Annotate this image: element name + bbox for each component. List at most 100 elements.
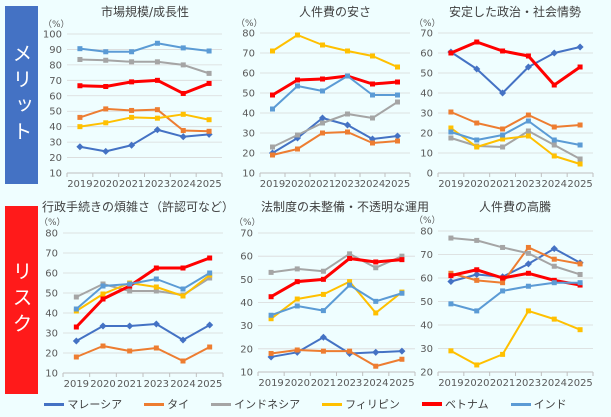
data-point-vietnam — [294, 279, 300, 285]
x-tick-label: 2025 — [567, 378, 592, 389]
chart-title: 人件費の安さ — [299, 4, 371, 19]
x-tick-label: 2020 — [464, 378, 489, 389]
series-line-malaysia — [75, 323, 211, 342]
y-tick-label: 10 — [45, 369, 58, 380]
x-tick-label: 2019 — [260, 179, 285, 190]
y-tick-label: 70 — [45, 249, 58, 260]
legend-swatch — [510, 402, 531, 406]
data-point-vietnam — [500, 275, 506, 281]
data-point-thailand — [153, 345, 159, 351]
y-tick-label: 60 — [240, 252, 253, 263]
legend-label: マレーシア — [67, 398, 123, 411]
data-point-vietnam — [448, 50, 454, 56]
data-point-philippines — [474, 362, 480, 368]
data-point-malaysia — [76, 143, 84, 151]
y-axis-unit: （%） — [414, 18, 441, 29]
x-tick-label: 2019 — [438, 378, 463, 389]
y-axis-unit: （%） — [414, 215, 441, 226]
y-tick-label: 10 — [242, 169, 255, 180]
series-line-philippines — [75, 274, 211, 312]
data-point-philippines — [448, 125, 454, 131]
data-point-vietnam — [320, 276, 326, 282]
data-point-india — [551, 280, 557, 286]
risk-label: リスク — [5, 206, 38, 394]
data-point-indonesia — [320, 268, 326, 274]
series-line-india — [270, 284, 403, 317]
x-tick-label: 2021 — [310, 179, 335, 190]
data-point-indonesia — [448, 135, 454, 141]
data-point-malaysia — [153, 126, 161, 134]
data-point-india — [500, 288, 506, 294]
x-tick-label: 2023 — [335, 179, 360, 190]
y-tick-label: 80 — [45, 229, 58, 240]
data-point-india — [206, 48, 212, 54]
data-point-thailand — [180, 128, 186, 134]
data-point-vietnam — [525, 53, 531, 59]
y-tick-label: 50 — [45, 289, 58, 300]
data-point-thailand — [295, 146, 300, 152]
series-line-indonesia — [450, 237, 581, 276]
data-point-india — [345, 73, 350, 79]
y-tick-label: 60 — [420, 49, 433, 60]
y-tick-label: 30 — [420, 344, 433, 355]
y-tick-label: 40 — [242, 109, 255, 120]
data-point-philippines — [206, 117, 212, 123]
legend-swatch — [211, 402, 232, 406]
series-line-indonesia — [450, 130, 581, 160]
y-tick-label: 100 — [43, 30, 62, 41]
y-tick-label: 80 — [242, 29, 255, 40]
data-point-malaysia — [576, 43, 584, 51]
series-line-philippines — [450, 309, 581, 366]
data-point-indonesia — [207, 275, 213, 281]
series-line-philippines — [270, 280, 403, 320]
data-point-malaysia — [447, 277, 455, 286]
y-tick-label: 20 — [420, 368, 433, 379]
series-line-philippines — [450, 127, 581, 165]
data-point-philippines — [320, 291, 326, 297]
legend-item-indonesia: インドネシア — [211, 396, 300, 412]
legend-label: フィリピン — [345, 398, 400, 411]
series-line-vietnam — [270, 256, 403, 299]
x-tick-label: 2019 — [258, 378, 283, 389]
data-point-indonesia — [153, 288, 159, 294]
data-point-vietnam — [154, 77, 160, 83]
data-point-thailand — [577, 261, 583, 267]
data-point-vietnam — [207, 255, 213, 261]
series-line-philippines — [79, 113, 210, 128]
data-point-india — [268, 312, 274, 318]
x-tick-label: 2021 — [311, 378, 336, 389]
data-point-philippines — [577, 327, 583, 333]
series-line-indonesia — [79, 58, 210, 75]
y-tick-label: 30 — [242, 129, 255, 140]
data-point-india — [294, 303, 300, 309]
data-point-malaysia — [72, 337, 80, 345]
y-tick-label: 30 — [420, 109, 433, 120]
y-tick-label: 70 — [420, 29, 433, 40]
data-point-vietnam — [153, 265, 159, 271]
data-point-thailand — [73, 354, 79, 360]
legend-item-malaysia: マレーシア — [44, 396, 122, 412]
data-point-india — [320, 308, 326, 314]
data-point-india — [77, 46, 83, 52]
data-point-india — [153, 276, 159, 282]
series-line-philippines — [271, 34, 398, 68]
data-point-vietnam — [206, 80, 212, 86]
series-line-thailand — [75, 345, 211, 362]
data-point-indonesia — [320, 120, 325, 126]
chart-title: 行政手続きの煩雑さ（許認可など） — [42, 199, 234, 214]
data-point-thailand — [320, 348, 326, 354]
x-tick-label: 2025 — [389, 378, 414, 389]
data-point-thailand — [373, 363, 379, 369]
data-point-thailand — [551, 124, 557, 130]
x-tick-label: 2024 — [170, 379, 195, 390]
legend-label: タイ — [167, 398, 190, 411]
y-tick-label: 80 — [49, 60, 62, 71]
data-point-indonesia — [474, 237, 480, 243]
series-line-thailand — [450, 111, 581, 130]
data-point-india — [129, 49, 135, 55]
data-point-indonesia — [525, 128, 531, 134]
data-point-philippines — [474, 144, 480, 150]
x-tick-label: 2023 — [337, 378, 362, 389]
